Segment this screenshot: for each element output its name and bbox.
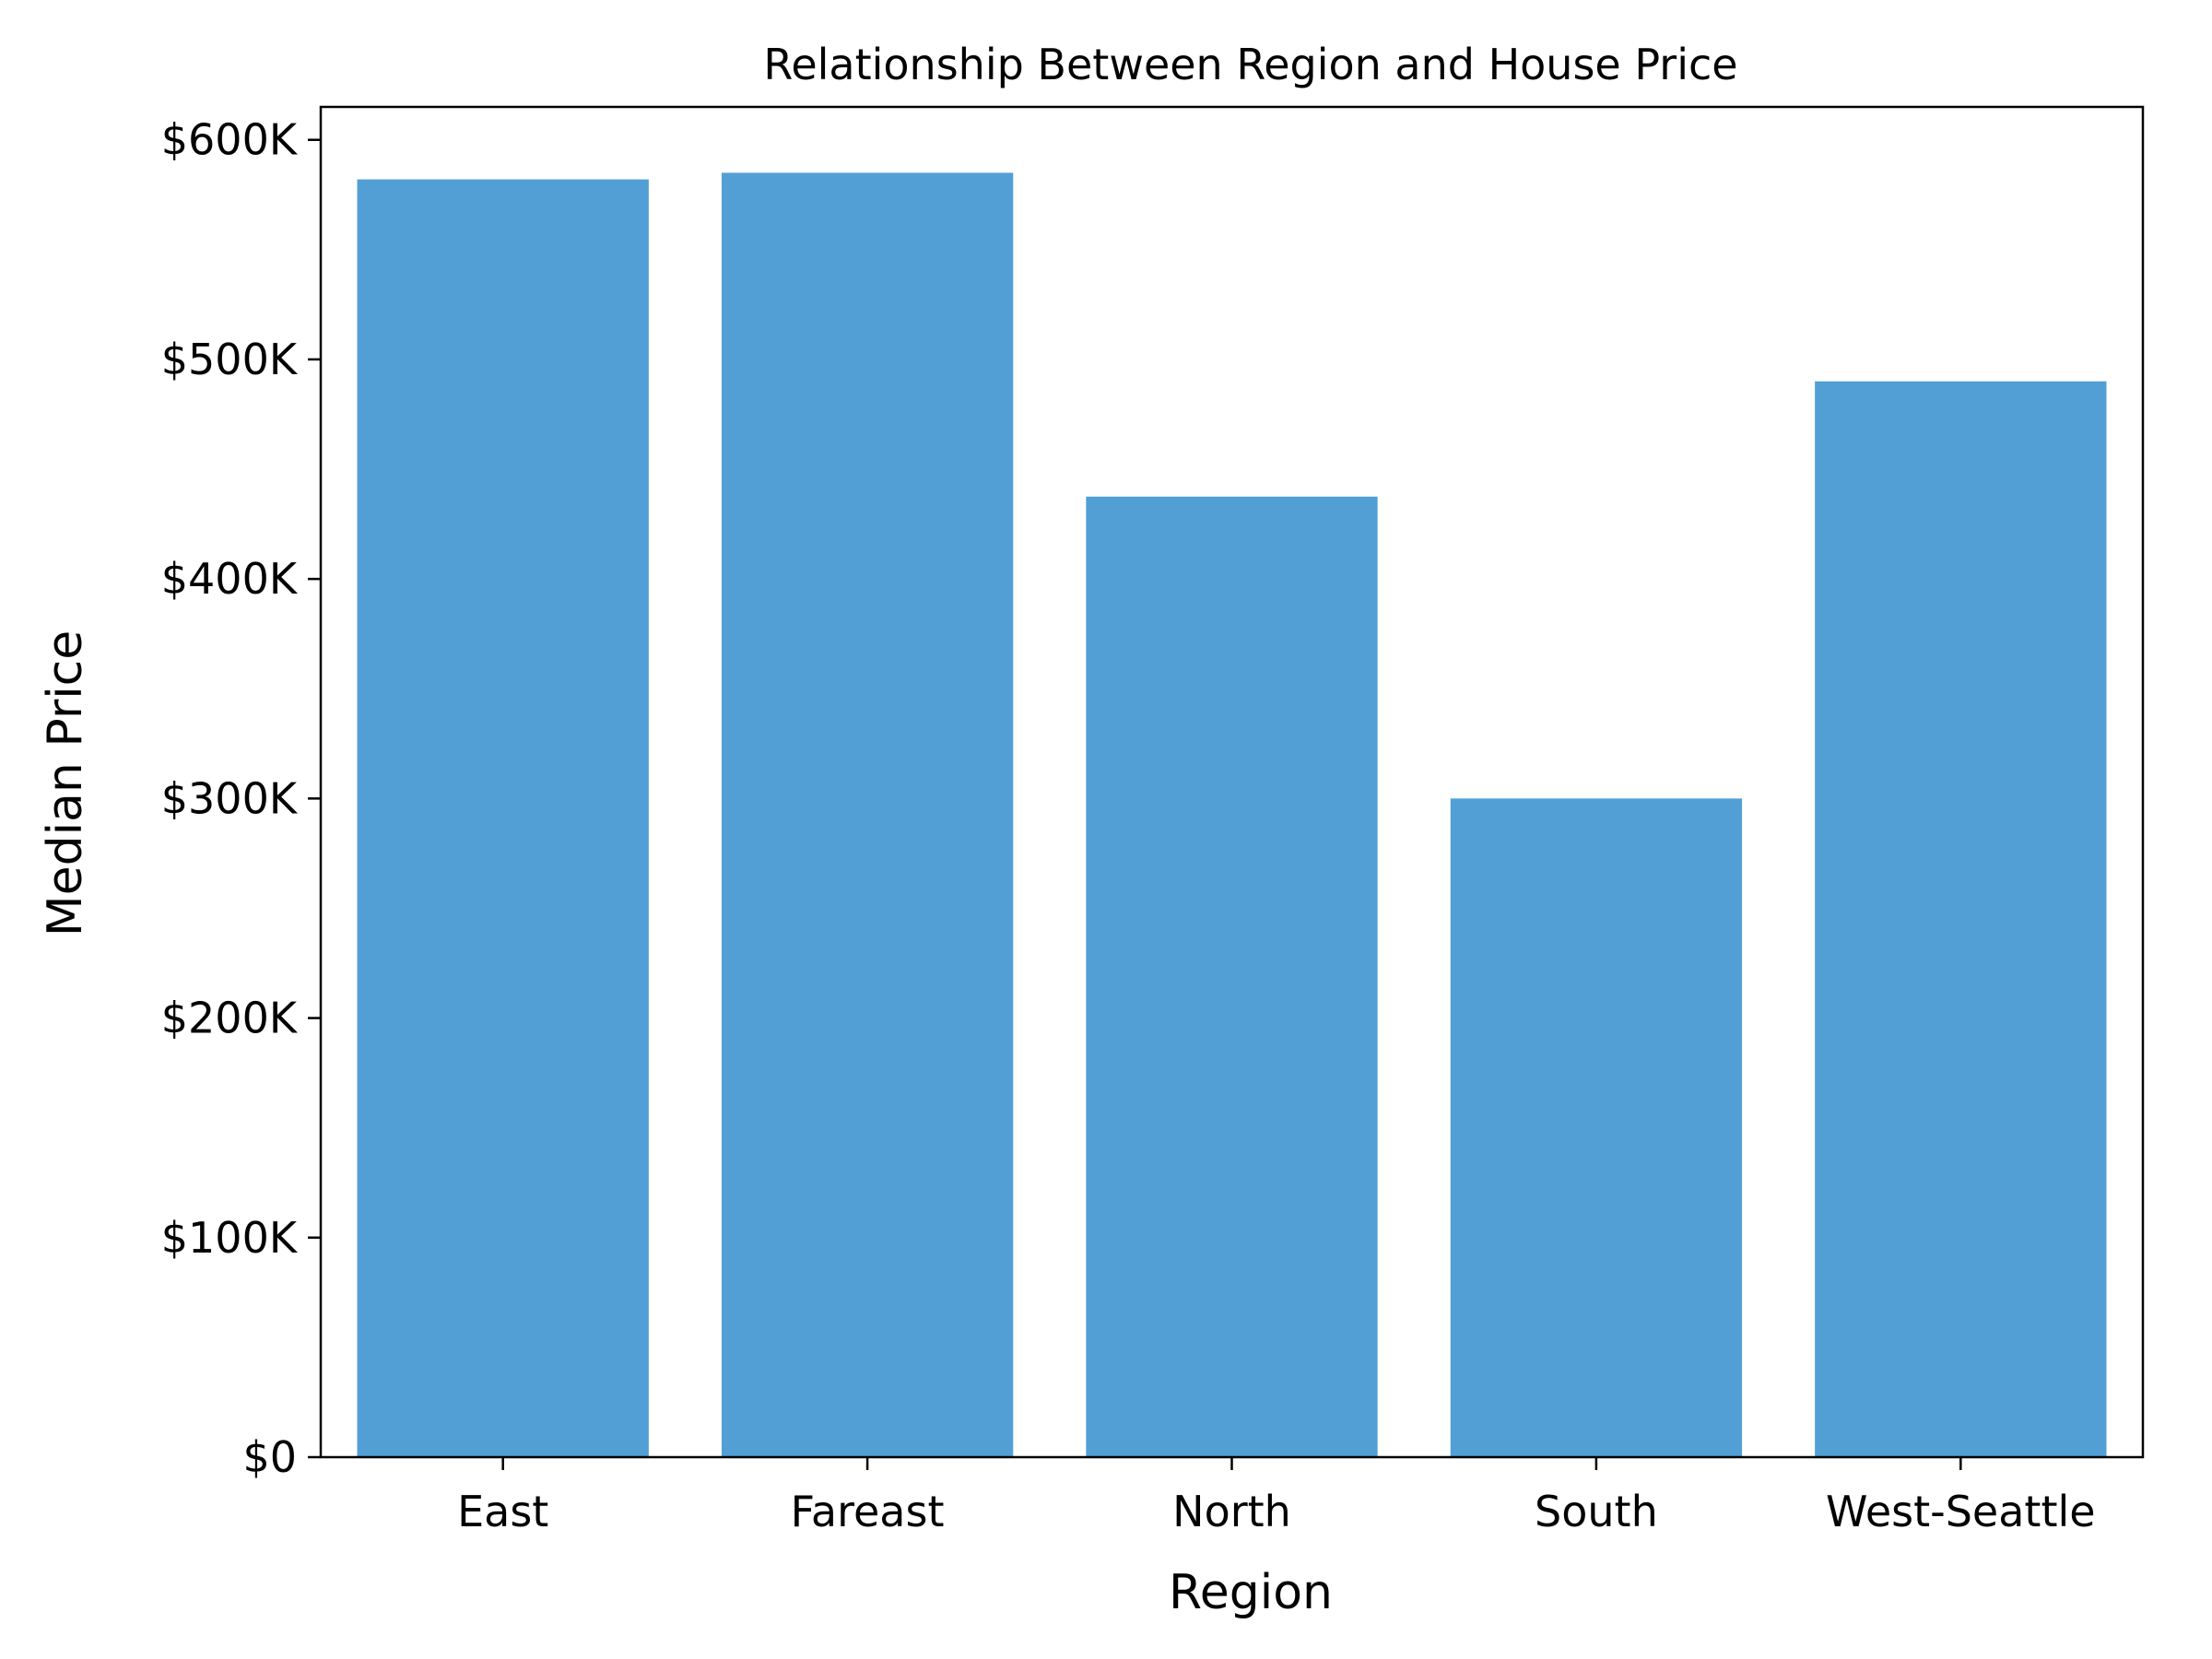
bar-south [1450,798,1743,1457]
y-tick-label: $300K [161,773,299,823]
x-tick-label: East [457,1487,548,1536]
chart-title: Relationship Between Region and House Pr… [763,40,1737,89]
y-tick-label: $200K [161,994,299,1043]
x-tick-label: South [1535,1487,1658,1536]
y-tick-label: $100K [161,1213,299,1263]
bar-west-seattle [1815,381,2107,1458]
x-axis-label: Region [1169,1565,1333,1620]
y-tick-label: $500K [161,335,299,384]
x-tick-label: West-Seattle [1826,1487,2096,1536]
plot-area: $0 $100K $200K $300K $400K $500K $600K East Fare… [161,105,2145,1536]
bar-east [357,179,649,1458]
x-tick-label: North [1172,1487,1291,1536]
x-tick-label: Fareast [791,1487,945,1536]
y-tick-label: $400K [161,554,299,604]
y-axis-label: Median Price [38,630,93,937]
bar-fareast [721,172,1014,1458]
y-tick-label: $600K [161,115,299,165]
y-tick-label: $0 [242,1432,297,1482]
bar-north [1086,496,1378,1457]
